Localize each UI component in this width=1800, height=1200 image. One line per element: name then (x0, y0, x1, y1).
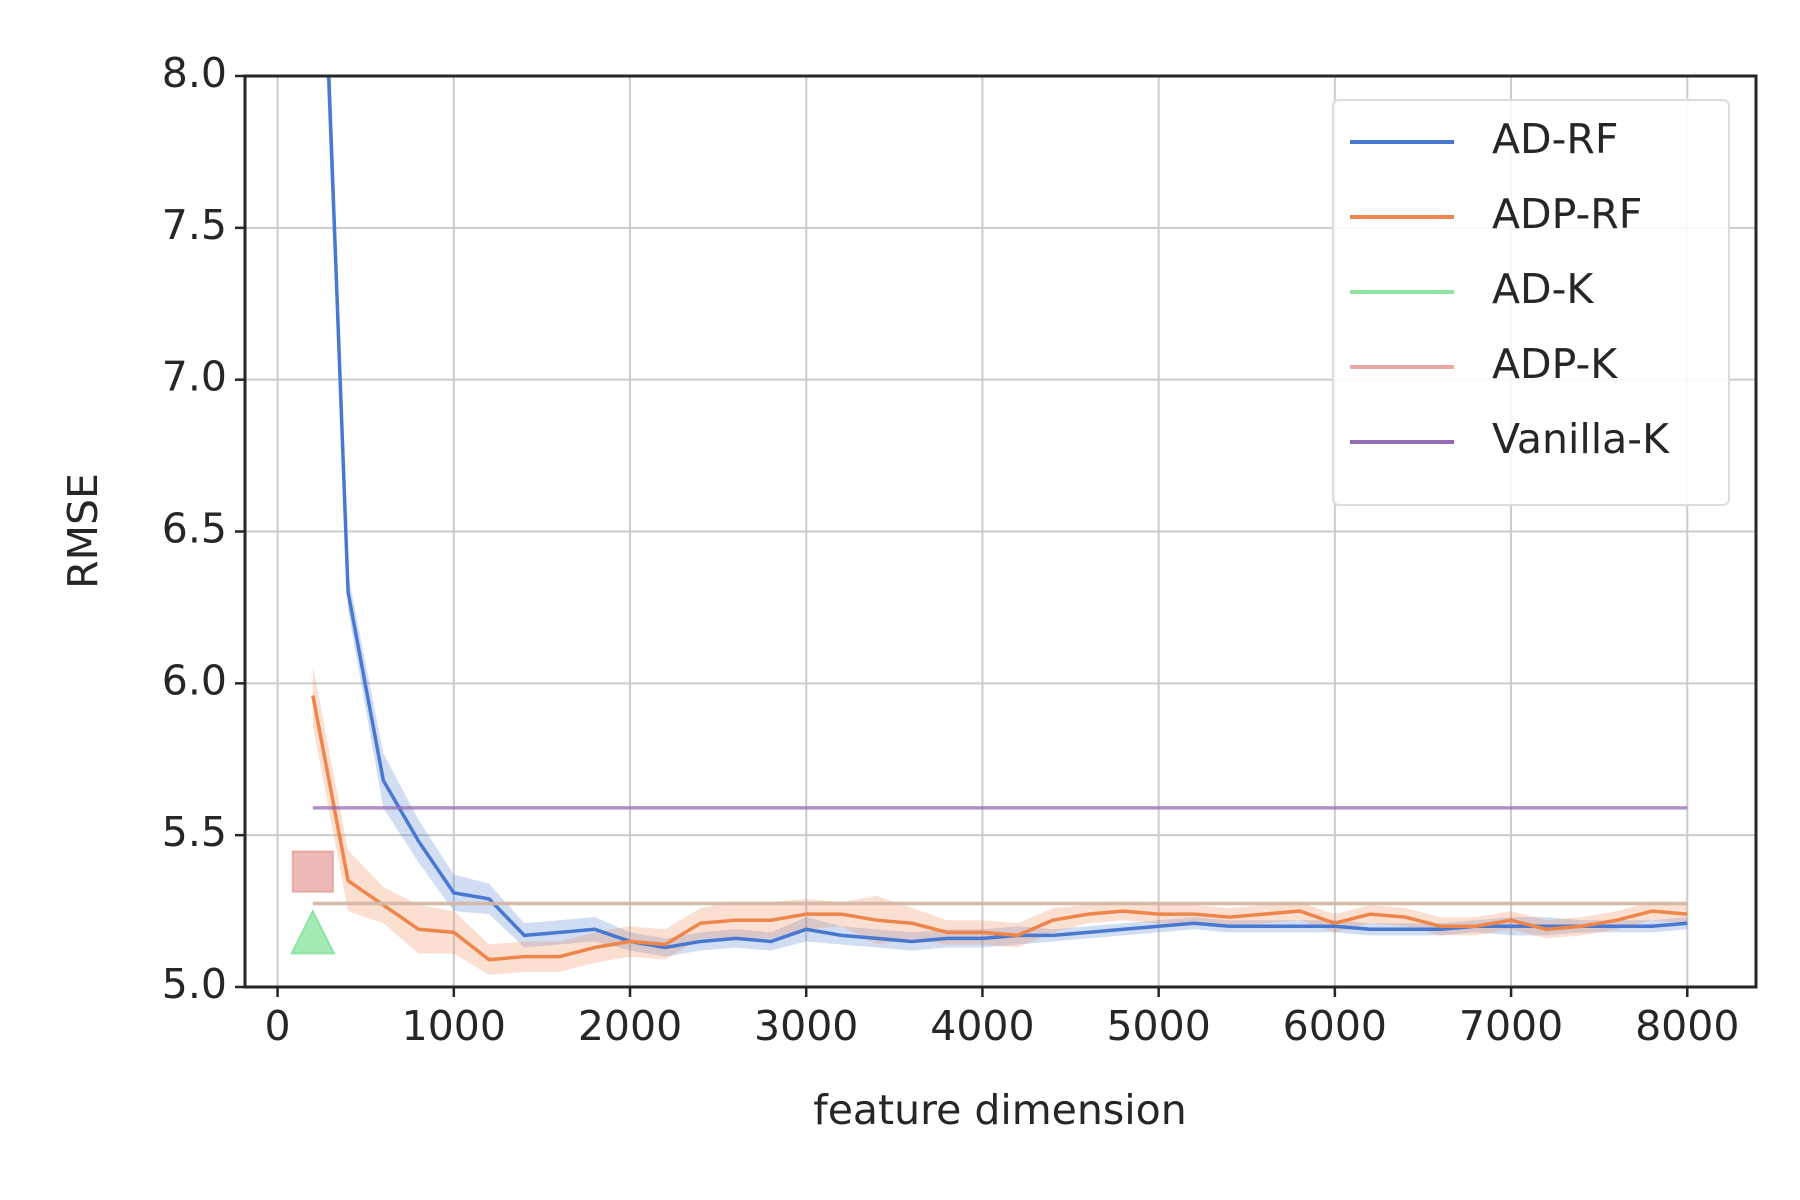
y-tick-label: 7.5 (162, 201, 227, 249)
legend-label: ADP-RF (1492, 190, 1642, 238)
y-axis-label: RMSE (59, 473, 107, 589)
line (311, 695, 1688, 962)
legend-label: AD-K (1492, 265, 1594, 313)
y-tick-label: 5.5 (162, 808, 227, 856)
plot-frame (243, 74, 1758, 989)
x-tick-label: 1000 (402, 1002, 506, 1050)
marker (290, 909, 336, 955)
x-tick-label: 2000 (578, 1002, 682, 1050)
legend-label: ADP-K (1492, 340, 1618, 388)
legend-label: Vanilla-K (1492, 415, 1670, 463)
x-tick-label: 7000 (1459, 1002, 1563, 1050)
x-tick-label: 6000 (1283, 1002, 1387, 1050)
x-tick-label: 3000 (754, 1002, 858, 1050)
y-tick-label: 7.0 (162, 353, 227, 401)
y-tick-label: 6.0 (162, 656, 227, 704)
x-tick-label: 0 (265, 1002, 291, 1050)
x-tick-label: 5000 (1106, 1002, 1210, 1050)
x-tick-label: 8000 (1635, 1002, 1739, 1050)
y-tick-label: 8.0 (162, 49, 227, 97)
legend-box (1332, 99, 1730, 506)
x-tick-label: 4000 (930, 1002, 1034, 1050)
y-tick-label: 6.5 (162, 505, 227, 553)
marker (291, 850, 334, 893)
y-tick-label: 5.0 (162, 960, 227, 1008)
legend-label: AD-RF (1492, 115, 1618, 163)
plot-area (290, 76, 1688, 975)
x-axis-label: feature dimension (813, 1086, 1186, 1134)
error-band (312, 665, 1688, 975)
